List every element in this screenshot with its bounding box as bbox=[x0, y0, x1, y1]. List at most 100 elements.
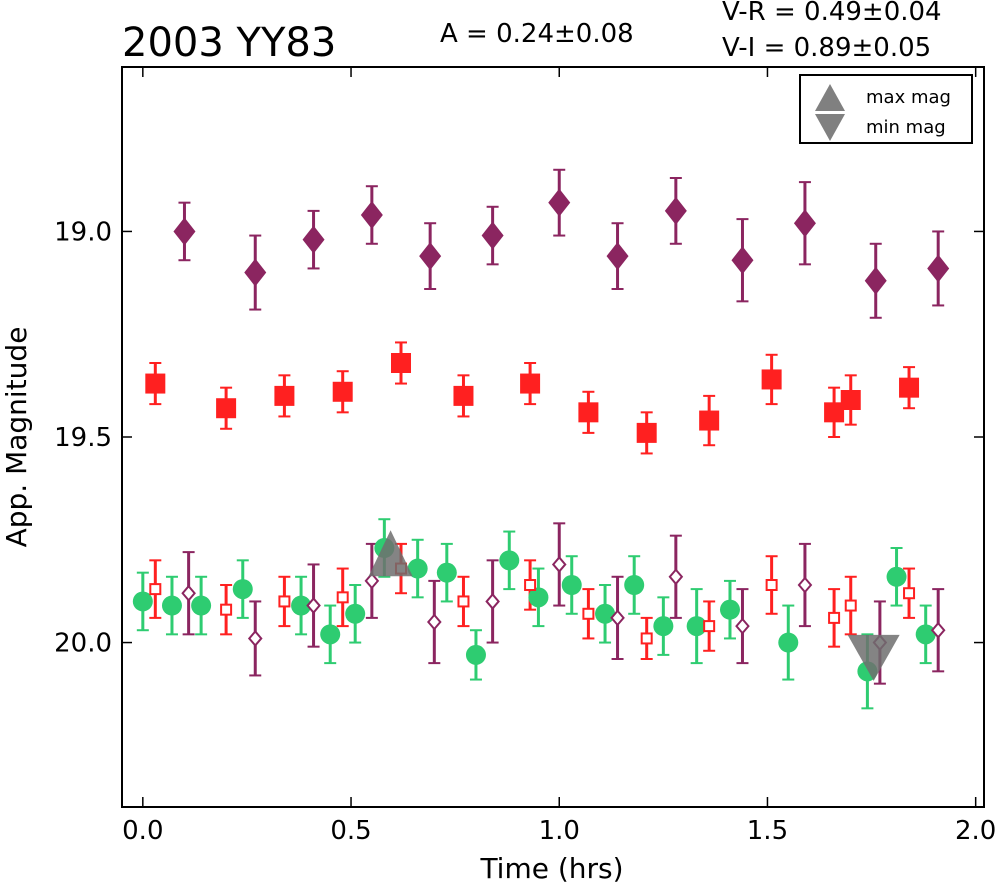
data-point-square bbox=[699, 410, 720, 431]
data-point-diamond-open bbox=[181, 584, 196, 602]
data-point-square bbox=[520, 373, 541, 394]
x-tick-label: 1.5 bbox=[747, 816, 788, 846]
data-point-diamond bbox=[481, 221, 504, 250]
data-point-diamond bbox=[731, 246, 754, 275]
data-point-diamond bbox=[548, 188, 571, 217]
data-point-circle bbox=[291, 595, 312, 616]
data-point-square bbox=[332, 381, 353, 402]
legend-label-min-mag: min mag bbox=[866, 117, 946, 138]
data-point-square bbox=[840, 390, 861, 410]
data-point-square-open bbox=[220, 603, 233, 616]
chart-title: 2003 YY83 bbox=[122, 20, 336, 66]
data-point-square-open bbox=[703, 620, 716, 633]
data-point-diamond bbox=[360, 201, 383, 229]
data-point-diamond bbox=[864, 266, 887, 295]
data-point-square bbox=[636, 422, 657, 443]
plot-area bbox=[121, 66, 985, 808]
legend-label-max-mag: max mag bbox=[866, 87, 951, 108]
data-point-circle bbox=[191, 595, 212, 616]
data-point-square-open bbox=[903, 587, 916, 600]
x-tick-label: 2.0 bbox=[955, 816, 996, 846]
data-point-circle bbox=[345, 603, 366, 624]
color-label-vr: V-R = 0.49±0.04 bbox=[722, 0, 942, 27]
data-point-circle bbox=[624, 575, 645, 595]
data-point-diamond bbox=[927, 254, 950, 283]
data-point-square bbox=[578, 402, 599, 423]
data-point-square-open bbox=[278, 595, 291, 608]
data-point-diamond-open bbox=[247, 629, 263, 647]
data-point-square-open bbox=[582, 607, 595, 620]
data-point-diamond-open bbox=[427, 613, 442, 631]
data-points bbox=[132, 188, 950, 682]
color-label-vi: V-I = 0.89±0.05 bbox=[722, 33, 931, 63]
data-point-square-open bbox=[828, 611, 841, 624]
data-point-diamond-open bbox=[306, 597, 321, 615]
data-point-diamond-open bbox=[364, 572, 380, 590]
amplitude-label: A = 0.24±0.08 bbox=[440, 19, 634, 49]
x-axis-label: Time (hrs) bbox=[479, 852, 623, 885]
x-tick-label: 1.0 bbox=[539, 816, 580, 846]
data-point-square-open bbox=[640, 632, 653, 645]
min-mag-marker bbox=[847, 634, 900, 681]
y-tick-label: 19.0 bbox=[54, 217, 112, 247]
data-point-circle bbox=[653, 616, 674, 637]
data-point-diamond-open bbox=[797, 576, 813, 594]
y-tick-label: 20.0 bbox=[54, 629, 112, 659]
data-point-diamond bbox=[419, 242, 442, 271]
data-point-circle bbox=[778, 632, 799, 653]
data-point-square bbox=[145, 373, 166, 394]
data-point-diamond-open bbox=[610, 609, 625, 627]
data-point-circle bbox=[436, 562, 457, 583]
data-point-circle bbox=[915, 624, 936, 645]
data-point-circle bbox=[161, 595, 182, 616]
data-point-circle bbox=[686, 616, 707, 637]
x-tick-label: 0.0 bbox=[122, 816, 163, 846]
data-point-diamond bbox=[664, 196, 687, 225]
extrema-markers bbox=[368, 530, 900, 681]
data-point-circle bbox=[719, 599, 740, 620]
data-point-circle bbox=[407, 558, 428, 579]
data-point-circle bbox=[465, 644, 486, 665]
data-point-square-open bbox=[457, 595, 470, 608]
data-point-diamond-open bbox=[930, 621, 946, 639]
data-point-diamond bbox=[793, 209, 816, 238]
data-point-square-open bbox=[765, 579, 778, 591]
axis-ticks: 0.0 0.5 1.0 1.5 2.0 19.0 19.5 20.0 bbox=[54, 67, 996, 846]
data-point-diamond bbox=[173, 217, 196, 246]
data-point-diamond-open bbox=[485, 592, 500, 610]
data-point-circle bbox=[232, 579, 253, 600]
data-point-diamond bbox=[302, 225, 325, 254]
data-point-square-open bbox=[524, 579, 537, 591]
data-point-diamond-open bbox=[735, 617, 750, 635]
data-point-square bbox=[274, 385, 295, 406]
data-point-square bbox=[453, 385, 474, 406]
data-point-square bbox=[216, 398, 237, 419]
data-point-diamond bbox=[244, 258, 267, 287]
data-point-square bbox=[391, 353, 412, 373]
error-bars bbox=[136, 168, 945, 710]
max-mag-marker bbox=[368, 530, 413, 577]
legend-min-mag-icon bbox=[815, 114, 845, 141]
data-point-diamond bbox=[606, 242, 629, 271]
data-point-square bbox=[824, 402, 845, 423]
data-point-circle bbox=[595, 603, 616, 624]
legend-max-mag-icon bbox=[815, 84, 845, 111]
data-point-circle bbox=[528, 587, 549, 608]
data-point-circle bbox=[499, 550, 520, 571]
data-point-square-open bbox=[844, 599, 857, 612]
data-point-square bbox=[761, 369, 782, 390]
data-point-circle bbox=[561, 575, 582, 595]
data-point-square-open bbox=[149, 583, 162, 596]
y-tick-label: 19.5 bbox=[54, 423, 112, 453]
data-point-diamond-open bbox=[668, 568, 684, 586]
data-point-circle bbox=[320, 624, 341, 645]
x-tick-label: 0.5 bbox=[330, 816, 371, 846]
y-axis-label: App. Magnitude bbox=[0, 327, 33, 548]
data-point-square bbox=[899, 377, 920, 398]
data-point-circle bbox=[886, 566, 907, 587]
data-point-circle bbox=[132, 591, 153, 612]
data-point-diamond-open bbox=[551, 555, 567, 573]
legend: max mag min mag bbox=[799, 74, 973, 144]
